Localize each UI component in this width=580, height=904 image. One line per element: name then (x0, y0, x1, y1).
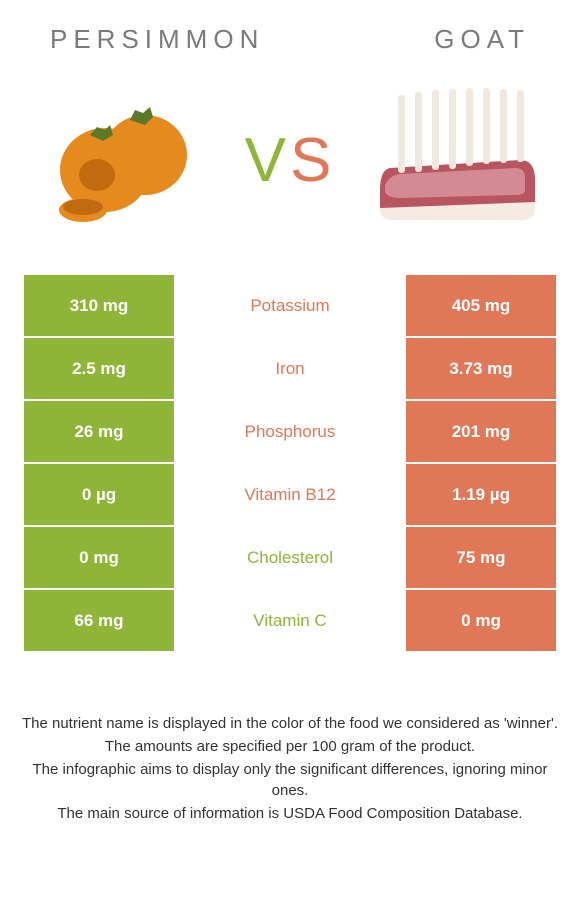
goat-image (360, 80, 550, 240)
table-row: 310 mg Potassium 405 mg (24, 275, 556, 338)
nutrient-label: Cholesterol (174, 527, 406, 588)
left-value: 26 mg (24, 401, 174, 462)
left-value: 2.5 mg (24, 338, 174, 399)
header: Persimmon Goat (0, 0, 580, 55)
right-value: 1.19 µg (406, 464, 556, 525)
left-value: 0 µg (24, 464, 174, 525)
left-value: 310 mg (24, 275, 174, 336)
footer-line: The nutrient name is displayed in the co… (20, 713, 560, 734)
footer-notes: The nutrient name is displayed in the co… (0, 713, 580, 824)
nutrient-label: Phosphorus (174, 401, 406, 462)
right-value: 75 mg (406, 527, 556, 588)
right-value: 0 mg (406, 590, 556, 651)
nutrient-label: Vitamin B12 (174, 464, 406, 525)
table-row: 66 mg Vitamin C 0 mg (24, 590, 556, 653)
footer-line: The infographic aims to display only the… (20, 759, 560, 801)
vs-v: V (245, 125, 290, 196)
table-row: 2.5 mg Iron 3.73 mg (24, 338, 556, 401)
nutrient-label: Potassium (174, 275, 406, 336)
nutrient-label: Vitamin C (174, 590, 406, 651)
right-value: 201 mg (406, 401, 556, 462)
left-food-title: Persimmon (50, 24, 264, 55)
table-row: 26 mg Phosphorus 201 mg (24, 401, 556, 464)
vs-label: VS (245, 125, 336, 196)
right-value: 3.73 mg (406, 338, 556, 399)
footer-line: The amounts are specified per 100 gram o… (20, 736, 560, 757)
table-row: 0 µg Vitamin B12 1.19 µg (24, 464, 556, 527)
table-row: 0 mg Cholesterol 75 mg (24, 527, 556, 590)
right-food-title: Goat (434, 24, 530, 55)
vs-s: S (290, 125, 335, 196)
left-value: 66 mg (24, 590, 174, 651)
left-value: 0 mg (24, 527, 174, 588)
persimmon-image (30, 80, 220, 240)
right-value: 405 mg (406, 275, 556, 336)
footer-line: The main source of information is USDA F… (20, 803, 560, 824)
nutrient-label: Iron (174, 338, 406, 399)
nutrient-table: 310 mg Potassium 405 mg 2.5 mg Iron 3.73… (24, 275, 556, 653)
images-row: VS (0, 55, 580, 275)
